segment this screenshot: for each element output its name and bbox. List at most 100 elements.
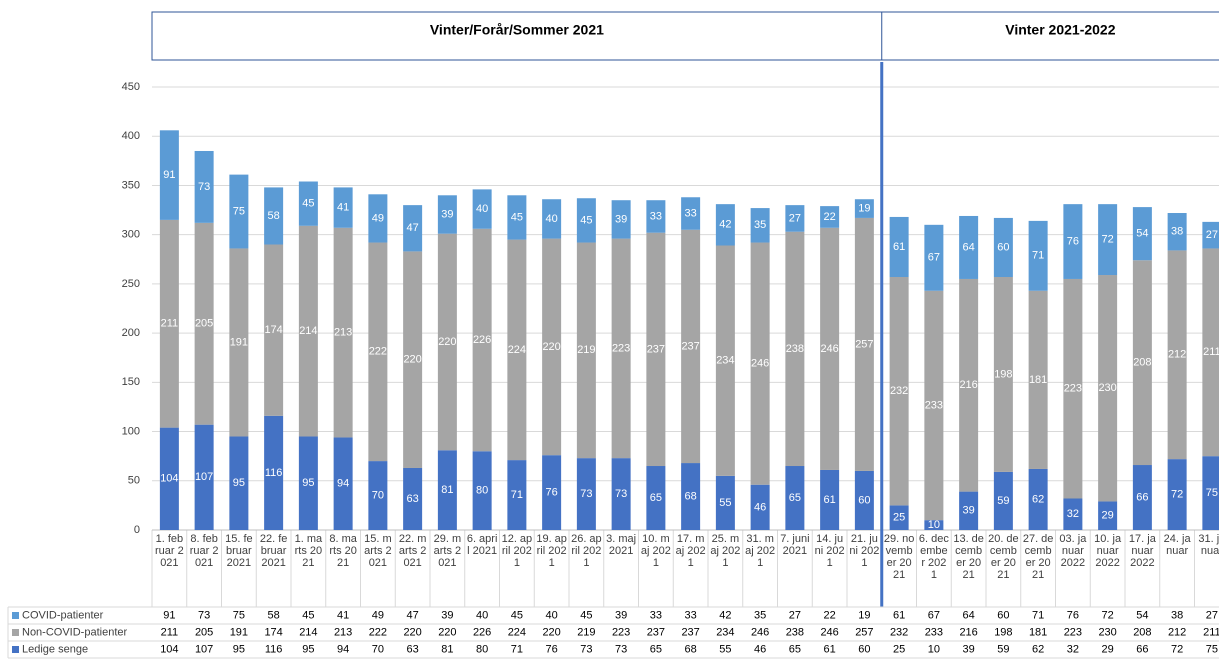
data-label: 39 xyxy=(963,505,975,517)
data-label: 104 xyxy=(160,473,178,485)
data-label: 49 xyxy=(372,212,384,224)
x-tick-label: 19. april 2021 xyxy=(536,533,567,569)
table-cell: 223 xyxy=(1064,626,1082,638)
table-cell: 208 xyxy=(1133,626,1151,638)
data-label: 224 xyxy=(508,344,526,356)
data-label: 60 xyxy=(997,241,1009,253)
x-tick-label-box: 15. februar 2021 xyxy=(225,533,253,569)
table-cell: 220 xyxy=(403,626,421,638)
bar-segment xyxy=(785,466,805,530)
table-cell: 95 xyxy=(233,643,245,655)
bar-segment xyxy=(507,195,527,240)
data-label: 67 xyxy=(928,252,940,264)
y-tick-label: 450 xyxy=(122,81,140,93)
table-cell: 55 xyxy=(719,643,731,655)
data-label: 91 xyxy=(163,169,175,181)
x-tick-label: 7. juni 2021 xyxy=(780,533,810,557)
table-cell: 61 xyxy=(893,609,905,621)
bar-segment xyxy=(611,200,631,239)
data-label: 234 xyxy=(716,355,734,367)
data-label: 39 xyxy=(615,213,627,225)
x-tick-label-box: 14. juni 2021 xyxy=(815,533,845,569)
bar-segment xyxy=(576,458,596,530)
data-label: 219 xyxy=(577,344,595,356)
data-label: 27 xyxy=(789,212,801,224)
bar-segment xyxy=(646,200,666,233)
x-tick-label-box: 7. juni 2021 xyxy=(780,533,810,557)
data-label: 45 xyxy=(580,214,592,226)
data-label: 220 xyxy=(542,341,560,353)
table-cell: 33 xyxy=(685,609,697,621)
x-tick-label-box: 19. april 2021 xyxy=(536,533,567,569)
data-label: 238 xyxy=(786,343,804,355)
bar-segment xyxy=(1098,275,1118,502)
table-cell: 32 xyxy=(1067,643,1079,655)
x-tick-label: 8. februar 2021 xyxy=(189,533,219,569)
table-cell: 237 xyxy=(647,626,665,638)
table-cell: 214 xyxy=(299,626,317,638)
x-tick-label: 8. marts 2021 xyxy=(329,533,357,569)
bar-segment xyxy=(715,204,735,246)
data-label: 63 xyxy=(407,493,419,505)
bar-segment xyxy=(298,436,318,530)
x-tick-label: 17. januar 2022 xyxy=(1128,533,1156,569)
data-label: 94 xyxy=(337,478,349,490)
table-cell: 47 xyxy=(407,609,419,621)
table-cell: 94 xyxy=(337,643,349,655)
legend-swatch xyxy=(12,629,19,636)
data-label: 47 xyxy=(407,222,419,234)
table-cell: 213 xyxy=(334,626,352,638)
data-label: 237 xyxy=(647,343,665,355)
data-label: 214 xyxy=(299,325,317,337)
data-label: 208 xyxy=(1133,357,1151,369)
data-label: 27 xyxy=(1206,229,1218,241)
bar-segment xyxy=(403,205,423,252)
bar-segment xyxy=(1028,290,1048,469)
bar-segment xyxy=(854,199,874,218)
table-cell: 174 xyxy=(264,626,282,638)
x-tick-label-box: 10. januar 2022 xyxy=(1094,533,1121,569)
data-label: 81 xyxy=(441,484,453,496)
table-cell: 116 xyxy=(265,643,283,655)
table-cell: 234 xyxy=(716,626,734,638)
bar-segment xyxy=(437,233,457,451)
table-cell: 212 xyxy=(1168,626,1186,638)
x-tick-label: 31. januar xyxy=(1198,533,1219,557)
bar-segment xyxy=(576,242,596,459)
data-label: 39 xyxy=(441,208,453,220)
table-cell: 40 xyxy=(476,609,488,621)
table-cell: 27 xyxy=(1206,609,1218,621)
x-tick-label-box: 26. april 2021 xyxy=(571,533,602,569)
x-tick-label-box: 12. april 2021 xyxy=(502,533,533,569)
table-cell: 233 xyxy=(925,626,943,638)
bar-segment xyxy=(1167,459,1187,530)
data-label: 29 xyxy=(1102,510,1114,522)
table-cell: 39 xyxy=(963,643,975,655)
x-tick-label: 15. februar 2021 xyxy=(225,533,253,569)
data-label: 181 xyxy=(1029,374,1047,386)
data-label: 38 xyxy=(1171,226,1183,238)
bar-segment xyxy=(437,450,457,530)
bar-segment xyxy=(1202,221,1219,249)
x-tick-label-box: 15. marts 2021 xyxy=(364,533,392,569)
bar-segment xyxy=(820,206,840,228)
bar-segment xyxy=(854,470,874,530)
bar-segment xyxy=(368,194,388,243)
x-tick-label: 6. december 2021 xyxy=(918,533,949,581)
x-tick-label-box: 25. maj 2021 xyxy=(710,533,740,569)
bar-segment xyxy=(1202,248,1219,457)
table-cell: 246 xyxy=(751,626,769,638)
bar-segment xyxy=(1063,204,1083,279)
y-tick-label: 0 xyxy=(134,524,140,536)
bar-segment xyxy=(507,239,527,461)
data-label: 223 xyxy=(612,342,630,354)
table-cell: 41 xyxy=(337,609,349,621)
table-cell: 45 xyxy=(511,609,523,621)
bar-segment xyxy=(472,228,492,452)
data-label: 58 xyxy=(268,210,280,222)
bar-segment xyxy=(715,475,735,530)
bar-segment xyxy=(472,451,492,530)
data-label: 22 xyxy=(824,211,836,223)
bar-segment xyxy=(1063,278,1083,499)
table-cell: 59 xyxy=(997,643,1009,655)
